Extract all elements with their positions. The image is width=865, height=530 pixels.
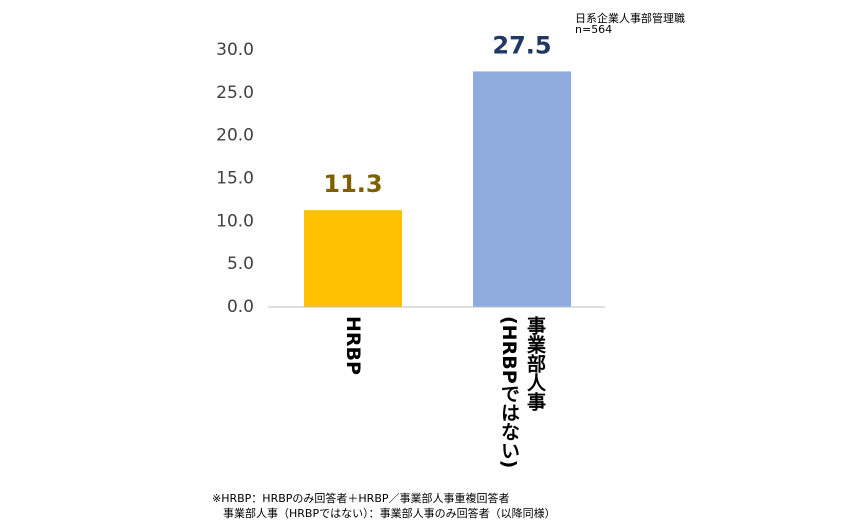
y-tick-label: 30.0 — [216, 40, 254, 60]
source-note: 日系企業人事部管理職 — [575, 12, 685, 25]
y-tick-label: 15.0 — [216, 169, 254, 189]
bar — [473, 71, 571, 308]
value-label: 11.3 — [323, 170, 382, 198]
y-tick-label: 10.0 — [216, 211, 254, 231]
x-tick-label: HRBP — [342, 316, 364, 375]
y-tick-label: 5.0 — [227, 254, 254, 274]
footnote: ※HRBP：HRBPのみ回答者＋HRBP／事業部人事重複回答者 — [212, 492, 510, 505]
y-tick-label: 25.0 — [216, 83, 254, 103]
sample-note: n=564 — [575, 23, 613, 36]
bar — [304, 210, 402, 307]
value-label: 27.5 — [492, 31, 551, 59]
y-tick-label: 20.0 — [216, 126, 254, 146]
y-tick-label: 0.0 — [227, 297, 254, 317]
footnote: 事業部人事（HRBPではない）：事業部人事のみ回答者（以降同様） — [212, 507, 556, 520]
x-tick-label: 事業部人事 (HRBPではない) — [498, 316, 546, 469]
